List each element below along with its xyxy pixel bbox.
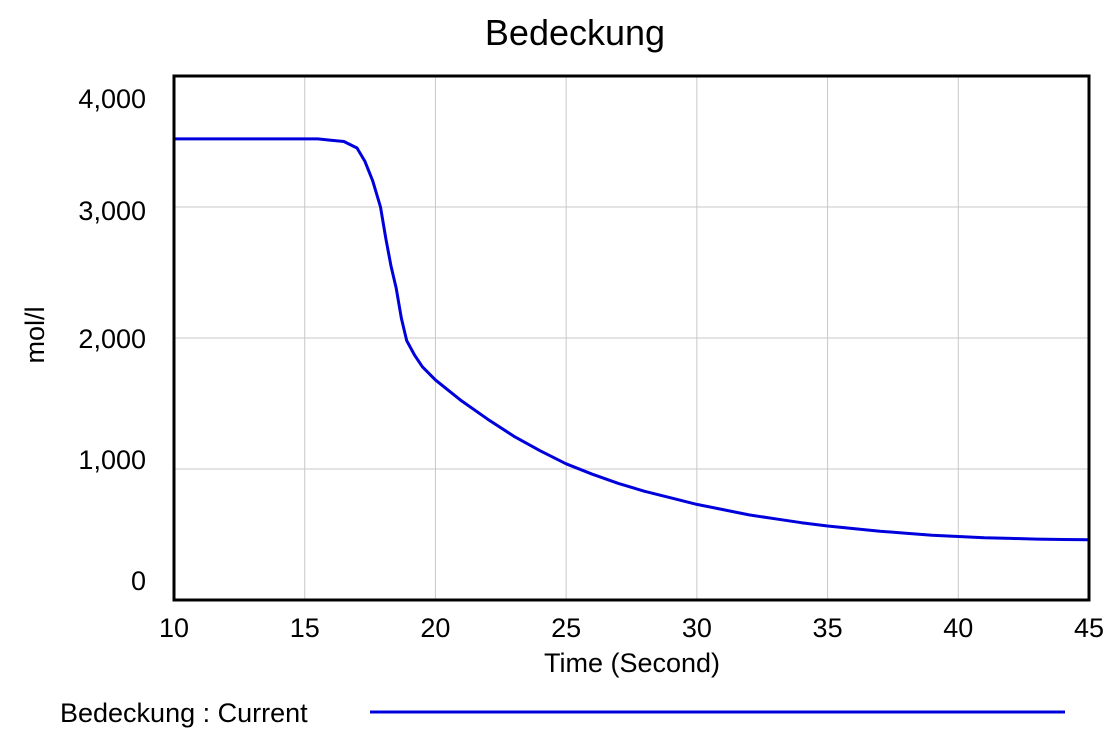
series-line [174,137,1090,542]
x-tick-label: 25 [551,613,581,643]
x-tick-label: 20 [420,613,450,643]
x-axis-title: Time (Second) [544,648,720,678]
y-tick-label: 1,000 [78,445,146,475]
x-tick-label: 40 [943,613,973,643]
y-tick-label: 3,000 [78,196,146,226]
x-tick-label: 30 [682,613,712,643]
x-tick-label: 45 [1074,613,1104,643]
grid-lines [173,76,1090,600]
x-tick-label: 10 [159,613,189,643]
series-layer [174,137,1090,542]
legend: Bedeckung : Current [60,698,1065,728]
plot-frame [172,74,1091,602]
x-tick-label: 15 [290,613,320,643]
tick-labels: 10 15 20 25 30 35 40 45 0 1,000 2,000 3,000 4,000 [78,84,1104,643]
x-tick-label: 35 [813,613,843,643]
y-axis-title: mol/l [20,306,50,363]
chart-title: Bedeckung [485,12,665,53]
y-tick-label: 4,000 [78,84,146,114]
legend-label: Bedeckung : Current [60,698,308,728]
y-tick-label: 2,000 [78,324,146,354]
y-tick-label: 0 [131,566,146,596]
